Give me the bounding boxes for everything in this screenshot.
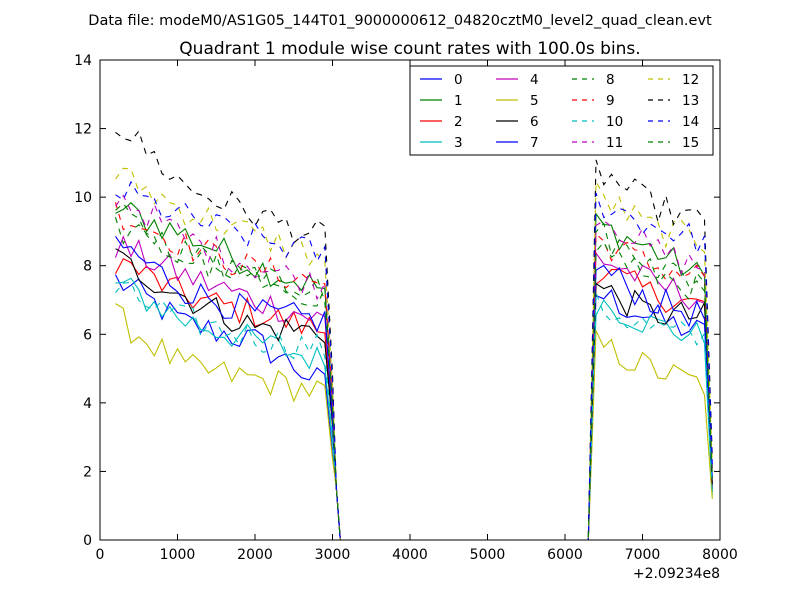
series-line-5 (115, 303, 713, 541)
legend-label-10: 10 (606, 114, 623, 130)
y-tick-label: 6 (83, 327, 92, 343)
series-line-4 (114, 235, 713, 541)
series-line-6 (115, 248, 713, 541)
series-line-8 (115, 202, 713, 541)
series-line-15 (114, 217, 713, 541)
x-tick-label: 6000 (547, 547, 583, 563)
series-line-11 (115, 194, 713, 541)
series-line-13 (115, 130, 713, 541)
legend-box (409, 65, 714, 156)
legend-label-1: 1 (454, 93, 463, 109)
x-tick-label: 1000 (160, 547, 196, 563)
x-tick-label: 8000 (702, 547, 738, 563)
x-tick-label: 4000 (392, 547, 428, 563)
legend-label-14: 14 (682, 114, 699, 130)
suptitle: Data file: modeM0/AS1G05_144T01_90000006… (88, 13, 712, 29)
legend-label-15: 15 (682, 135, 699, 151)
legend-label-13: 13 (682, 93, 699, 109)
legend-label-2: 2 (454, 114, 463, 130)
x-offset-label: +2.09234e8 (633, 566, 720, 582)
series-line-1 (115, 202, 713, 541)
series-line-12 (115, 167, 713, 541)
ticks: 0 1000 2000 3000 4000 5000 6000 7000 80000246810… (74, 53, 738, 563)
x-tick-label: 5000 (470, 547, 506, 563)
series-line-14 (115, 180, 713, 541)
y-tick-label: 0 (83, 533, 92, 549)
y-tick-label: 8 (83, 259, 92, 275)
legend-label-3: 3 (454, 135, 463, 151)
series-line-0 (115, 274, 713, 541)
chart-title: Quadrant 1 module wise count rates with … (179, 39, 640, 59)
legend-label-8: 8 (606, 72, 615, 88)
legend-label-12: 12 (682, 72, 699, 88)
x-tick-label: 0 (96, 547, 105, 563)
series-line-7 (115, 235, 713, 541)
legend-label-7: 7 (530, 135, 539, 151)
x-tick-label: 3000 (315, 547, 351, 563)
plot-lines (114, 130, 713, 541)
series-line-3 (115, 277, 713, 541)
legend-label-11: 11 (606, 135, 623, 151)
legend-label-5: 5 (530, 93, 539, 109)
y-tick-label: 4 (83, 396, 92, 412)
y-tick-label: 10 (74, 190, 92, 206)
x-tick-label: 7000 (625, 547, 661, 563)
legend-label-4: 4 (530, 72, 539, 88)
y-tick-label: 2 (83, 464, 92, 480)
legend-label-6: 6 (530, 114, 539, 130)
x-tick-label: 2000 (237, 547, 273, 563)
y-tick-label: 14 (74, 53, 92, 69)
series-line-10 (115, 281, 713, 541)
legend-label-9: 9 (606, 93, 615, 109)
y-tick-label: 12 (74, 122, 92, 138)
legend-label-0: 0 (454, 72, 463, 88)
series-line-2 (115, 257, 713, 541)
